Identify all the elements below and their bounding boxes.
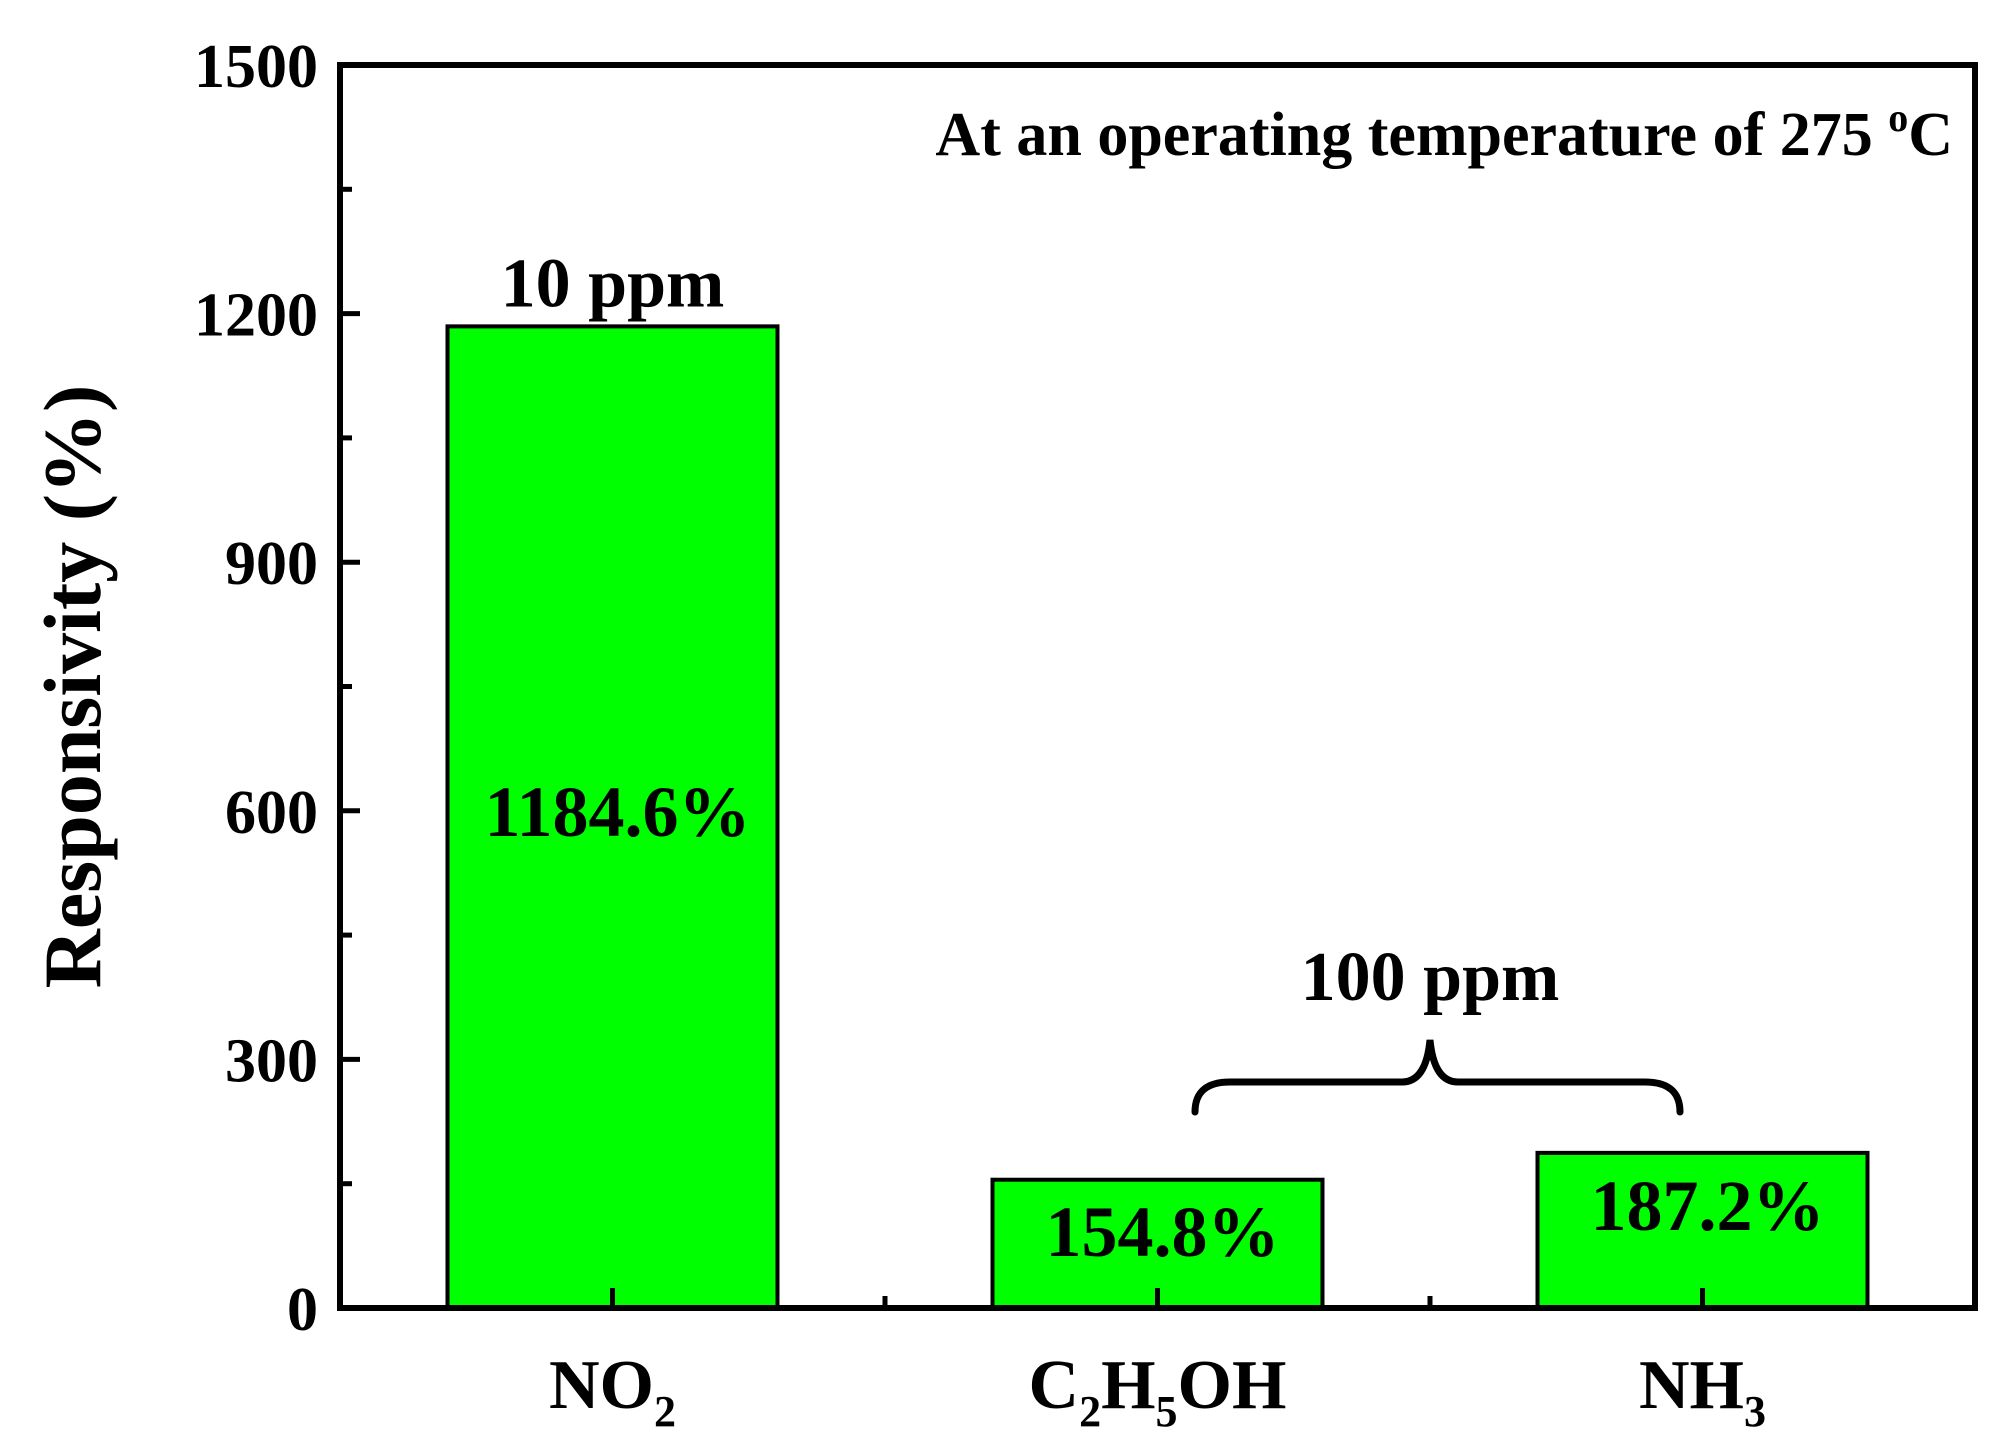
- bar-2: [1535, 1150, 1870, 1311]
- x-category-label-0: NO2: [549, 1347, 676, 1436]
- y-tick-label-1: 300: [225, 1027, 318, 1095]
- group-label-pair: 100 ppm: [1301, 939, 1560, 1016]
- y-axis-label: Responsivity (%): [27, 385, 118, 989]
- y-tick-label-3: 900: [225, 530, 318, 598]
- labels-layer: 0 300 600 900 1200 1500 NO2 C2H5OH NH3 Responsivi…: [27, 33, 1953, 1436]
- y-tick-label-5: 1500: [194, 33, 318, 101]
- y-tick-label-2: 600: [225, 779, 318, 847]
- temperature-annotation: At an operating temperature of 275 oC: [935, 95, 1953, 169]
- bar-value-label-0: 1184.6%: [484, 772, 750, 852]
- bar-1: [990, 1177, 1325, 1311]
- axes-layer: [337, 62, 1978, 1311]
- y-tick-label-0: 0: [287, 1276, 318, 1344]
- bar-value-label-1: 154.8%: [1046, 1192, 1280, 1272]
- bar-0: [445, 324, 780, 1311]
- bar-value-label-2: 187.2%: [1591, 1166, 1825, 1246]
- x-category-label-2: NH3: [1639, 1347, 1766, 1436]
- x-category-label-1: C2H5OH: [1029, 1347, 1287, 1436]
- group-brace: [1191, 1039, 1684, 1116]
- y-tick-label-4: 1200: [194, 282, 318, 350]
- group-label-single: 10 ppm: [501, 245, 725, 322]
- bars-layer: [445, 324, 1870, 1311]
